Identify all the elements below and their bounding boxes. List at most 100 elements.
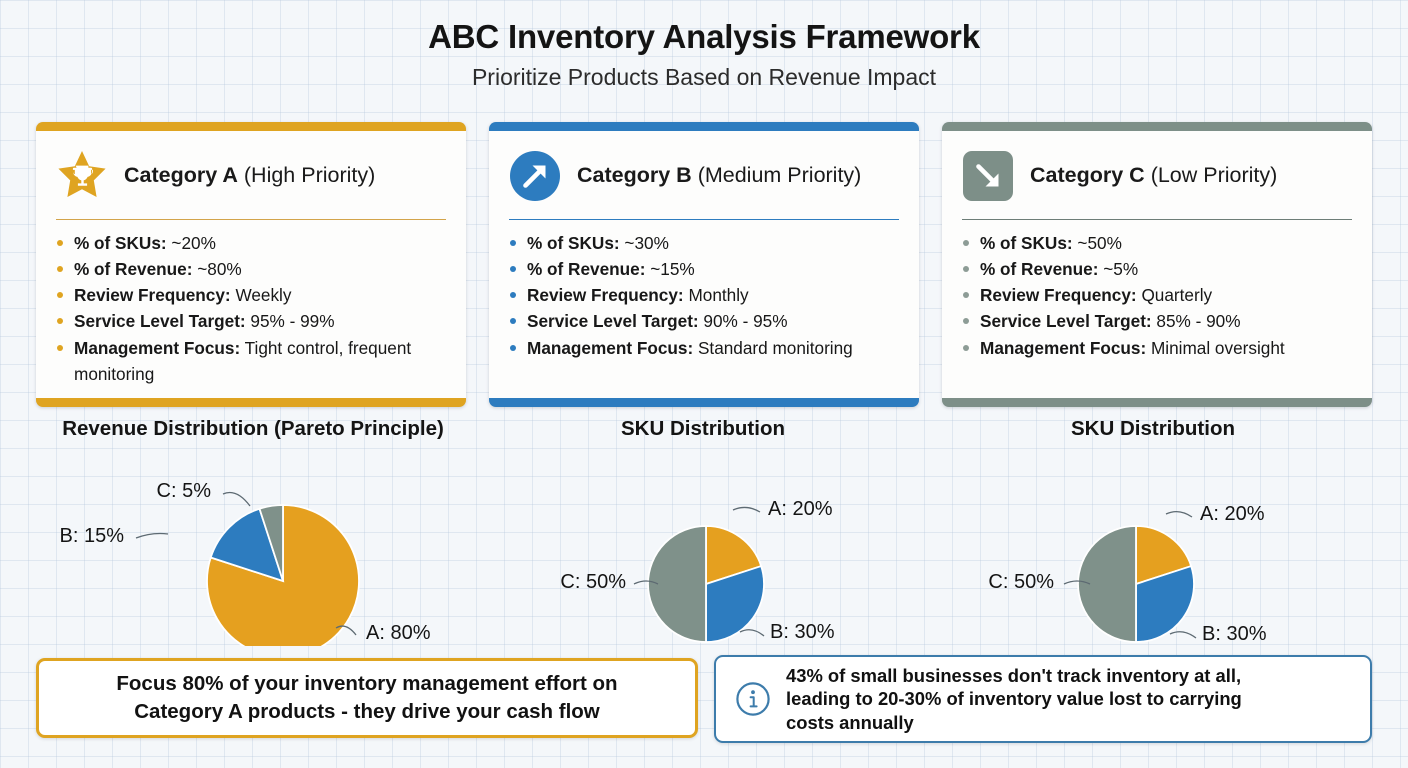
chart-sku-distribution-1: SKU Distribution A: 20% B: 30% C: 50%: [468, 417, 938, 646]
bullet-label: Review Frequency:: [980, 285, 1137, 306]
bullet-label: Review Frequency:: [527, 285, 684, 306]
chart-revenue-distribution: Revenue Distribution (Pareto Principle) …: [18, 417, 488, 658]
bullet-value: Weekly: [235, 285, 292, 306]
list-item: Review Frequency: Weekly: [54, 282, 448, 308]
page-subtitle: Prioritize Products Based on Revenue Imp…: [471, 63, 937, 90]
chart-title: Revenue Distribution (Pareto Principle): [62, 417, 444, 440]
category-card-b[interactable]: Category B (Medium Priority) % of SKUs: …: [489, 122, 919, 407]
card-qualifier-a: (High Priority): [243, 163, 376, 188]
chart-title: SKU Distribution: [1071, 417, 1235, 440]
page-header: ABC Inventory Analysis Framework Priorit…: [0, 18, 1408, 90]
charts-row: Revenue Distribution (Pareto Principle) …: [0, 417, 1408, 658]
key-takeaway-text: Focus 80% of your inventory management e…: [102, 670, 631, 725]
card-bullets-b: % of SKUs: ~30% % of Revenue: ~15% Revie…: [507, 230, 901, 361]
bullet-value: ~50%: [1077, 233, 1122, 253]
bullet-label: % of Revenue:: [980, 259, 1099, 280]
bullet-label: % of SKUs:: [74, 233, 167, 253]
arrow-up-right-circle-icon: [507, 148, 563, 204]
bullet-value: ~5%: [1103, 259, 1139, 280]
list-item: % of Revenue: ~80%: [54, 256, 448, 282]
pie-slice-label: A: 80%: [366, 622, 431, 644]
list-item: Review Frequency: Monthly: [507, 282, 901, 308]
pie-chart-sku-2[interactable]: A: 20% B: 30% C: 50%: [918, 442, 1388, 646]
info-callout-text: 43% of small businesses don't track inve…: [786, 664, 1242, 735]
chart-sku-distribution-2: SKU Distribution A: 20% B: 30% C: 50%: [918, 417, 1388, 646]
list-item: Service Level Target: 95% - 99%: [54, 308, 448, 334]
bullet-value: 90% - 95%: [703, 311, 788, 332]
info-line-1: 43% of small businesses don't track inve…: [786, 664, 1242, 686]
pie-slice-label: B: 30%: [770, 621, 835, 643]
pie-slice-label: A: 20%: [768, 498, 833, 520]
list-item: Service Level Target: 90% - 95%: [507, 308, 901, 334]
bullet-label: Service Level Target:: [980, 311, 1152, 332]
list-item: % of SKUs: ~30%: [507, 230, 901, 256]
bullet-value: Tight control, frequent monitoring: [74, 337, 412, 384]
info-line-3: costs annually: [786, 711, 914, 733]
bullet-label: % of Revenue:: [527, 259, 646, 280]
bullet-label: Review Frequency:: [74, 285, 231, 306]
card-title-a: Category A (High Priority): [124, 163, 376, 188]
pie-slice-label: C: 5%: [157, 480, 212, 502]
info-circle-icon: [734, 680, 772, 718]
card-title-c: Category C (Low Priority): [1030, 163, 1278, 188]
card-name-b: Category B: [577, 163, 692, 188]
page-title: ABC Inventory Analysis Framework: [428, 18, 980, 55]
bullet-value: ~30%: [624, 233, 669, 253]
category-card-c[interactable]: Category C (Low Priority) % of SKUs: ~50…: [942, 122, 1372, 407]
card-header-c: Category C (Low Priority): [960, 145, 1354, 207]
pie-slice-label: A: 20%: [1200, 503, 1265, 525]
category-cards-row: Category A (High Priority) % of SKUs: ~2…: [36, 122, 1372, 407]
card-bullets-a: % of SKUs: ~20% % of Revenue: ~80% Revie…: [54, 230, 448, 387]
callout-line-1: Focus 80% of your inventory management e…: [116, 672, 618, 696]
card-header-b: Category B (Medium Priority): [507, 145, 901, 207]
bullet-value: 95% - 99%: [250, 311, 335, 332]
card-name-c: Category C: [1030, 163, 1145, 188]
bullet-label: Management Focus:: [527, 337, 694, 358]
bullet-value: 85% - 90%: [1156, 311, 1241, 332]
card-divider-c: [962, 219, 1352, 220]
arrow-down-right-square-icon: [960, 148, 1016, 204]
callout-line-2: Category A products - they drive your ca…: [134, 700, 600, 723]
pie-chart-revenue[interactable]: A: 80% B: 15% C: 5%: [18, 442, 488, 658]
list-item: % of SKUs: ~20%: [54, 230, 448, 256]
list-item: Management Focus: Tight control, frequen…: [54, 335, 448, 387]
key-takeaway-callout: Focus 80% of your inventory management e…: [36, 658, 698, 738]
list-item: Service Level Target: 85% - 90%: [960, 308, 1354, 334]
bullet-value: Standard monitoring: [697, 337, 853, 358]
card-qualifier-c: (Low Priority): [1150, 163, 1278, 188]
bullet-value: ~80%: [197, 259, 242, 280]
info-line-2: leading to 20-30% of inventory value los…: [786, 688, 1242, 710]
card-bullets-c: % of SKUs: ~50% % of Revenue: ~5% Review…: [960, 230, 1354, 361]
pie-slice-label: C: 50%: [988, 571, 1054, 593]
card-name-a: Category A: [124, 163, 238, 188]
category-card-a[interactable]: Category A (High Priority) % of SKUs: ~2…: [36, 122, 466, 407]
info-callout: 43% of small businesses don't track inve…: [714, 655, 1372, 743]
card-qualifier-b: (Medium Priority): [697, 163, 862, 188]
bullet-label: Service Level Target:: [74, 311, 246, 332]
card-divider-a: [56, 219, 446, 220]
bullet-value: Quarterly: [1141, 285, 1213, 306]
bullet-label: Management Focus:: [980, 337, 1147, 358]
bullet-label: % of Revenue:: [74, 259, 193, 280]
bullet-value: Minimal oversight: [1150, 337, 1285, 358]
bullet-value: ~20%: [171, 233, 216, 253]
pie-slice-label: C: 50%: [560, 571, 626, 593]
list-item: % of SKUs: ~50%: [960, 230, 1354, 256]
bullet-label: Service Level Target:: [527, 311, 699, 332]
list-item: Management Focus: Minimal oversight: [960, 335, 1354, 361]
bullet-value: Monthly: [688, 285, 749, 306]
chart-title: SKU Distribution: [621, 417, 785, 440]
bullet-label: Management Focus:: [74, 337, 241, 358]
list-item: Review Frequency: Quarterly: [960, 282, 1354, 308]
list-item: % of Revenue: ~5%: [960, 256, 1354, 282]
pie-chart-sku-1[interactable]: A: 20% B: 30% C: 50%: [468, 442, 938, 646]
pie-slice-label: B: 15%: [60, 525, 125, 547]
list-item: % of Revenue: ~15%: [507, 256, 901, 282]
pie-slice-label: B: 30%: [1202, 623, 1267, 645]
list-item: Management Focus: Standard monitoring: [507, 335, 901, 361]
card-title-b: Category B (Medium Priority): [577, 163, 862, 188]
bullet-label: % of SKUs:: [527, 233, 620, 253]
card-divider-b: [509, 219, 899, 220]
bullet-label: % of SKUs:: [980, 233, 1073, 253]
bullet-value: ~15%: [650, 259, 695, 280]
